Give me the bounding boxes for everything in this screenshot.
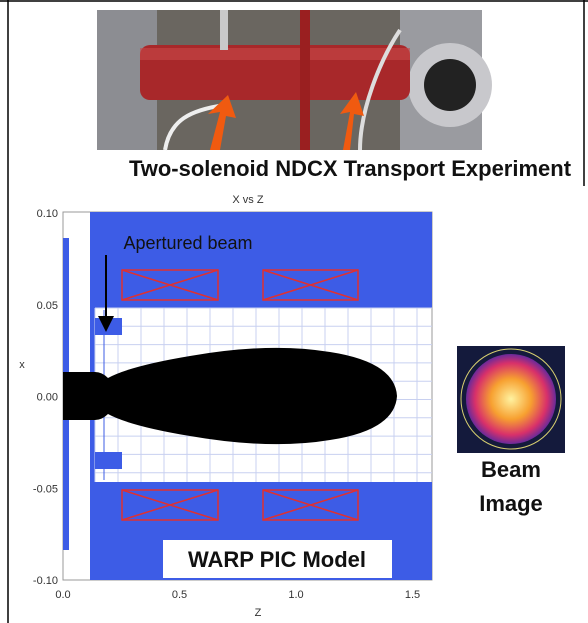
y-tick-label: 0.00: [37, 392, 58, 404]
plot-label: WARP PIC Model: [188, 547, 366, 572]
x-tick-label: 0.0: [55, 589, 70, 601]
y-tick-label: 0.10: [37, 208, 58, 220]
experiment-photo: [97, 10, 492, 151]
x-tick-label: 0.5: [172, 589, 187, 601]
y-tick-label: 0.05: [37, 300, 58, 312]
y-axis-label: x: [19, 359, 25, 371]
plot-title: X vs Z: [232, 194, 263, 206]
label-box: [163, 540, 392, 578]
x-axis-label: Z: [255, 607, 262, 619]
beam-label: Image: [479, 491, 543, 516]
x-tick-label: 1.5: [405, 589, 420, 601]
beam-image: [457, 346, 565, 453]
beam-label: Beam: [481, 457, 541, 482]
simulation-plot: [62, 211, 433, 581]
y-tick-label: -0.05: [33, 483, 58, 495]
y-tick-label: -0.10: [33, 575, 58, 587]
annotation: Apertured beam: [123, 233, 252, 253]
photo-caption: Two-solenoid NDCX Transport Experiment: [129, 156, 572, 181]
x-tick-label: 1.0: [288, 589, 303, 601]
